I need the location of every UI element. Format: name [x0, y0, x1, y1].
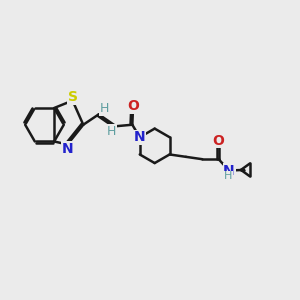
Text: N: N — [223, 164, 235, 178]
Text: O: O — [127, 99, 139, 113]
Text: N: N — [134, 130, 146, 144]
Text: H: H — [224, 172, 232, 182]
Text: H: H — [107, 125, 116, 138]
Text: H: H — [99, 103, 109, 116]
Text: N: N — [62, 142, 73, 156]
Text: O: O — [213, 134, 225, 148]
Text: S: S — [68, 90, 78, 104]
